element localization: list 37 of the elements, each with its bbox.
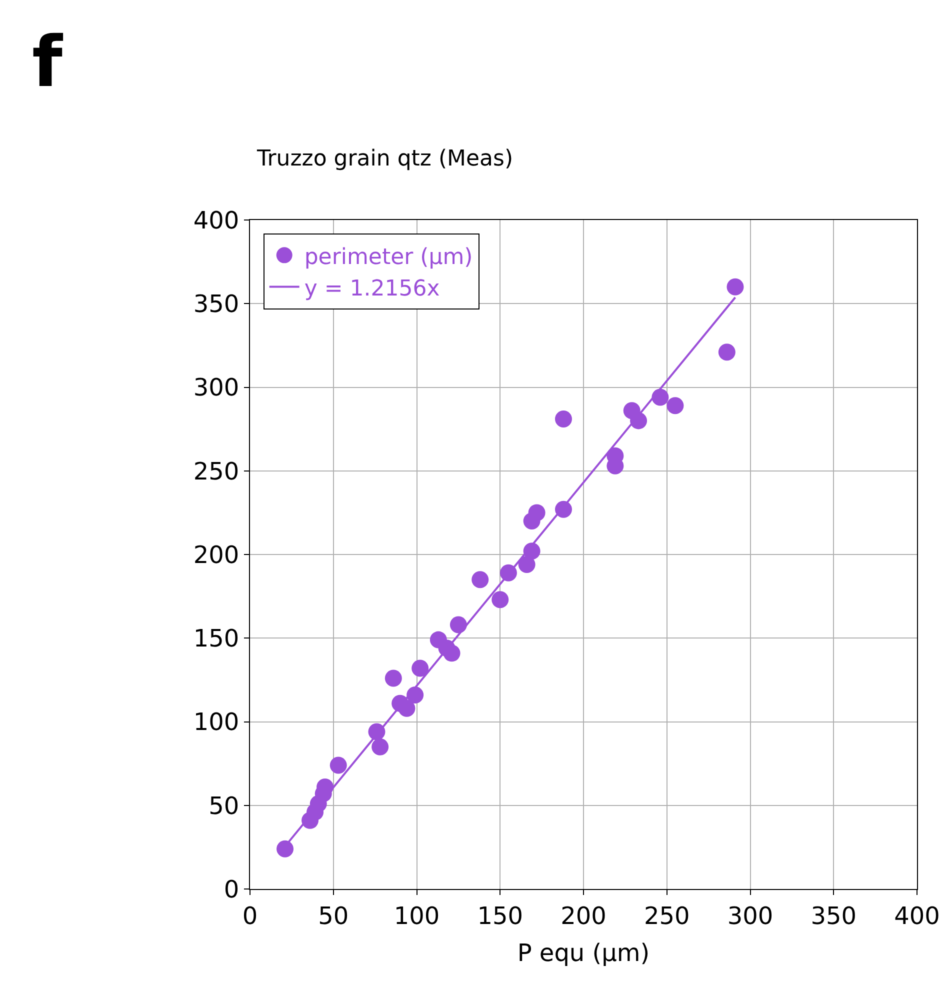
legend-label: y = 1.2156x (304, 276, 440, 302)
x-tick-label: 350 (810, 902, 857, 930)
point (726, 278, 744, 296)
y-tick-label: 150 (193, 624, 240, 653)
point (718, 344, 736, 361)
y-tick-label: 200 (193, 540, 240, 569)
legend-label: perimeter (µm) (304, 244, 473, 270)
point (555, 410, 572, 428)
x-axis-title: P equ (µm) (517, 939, 650, 968)
point (384, 670, 402, 687)
point (666, 397, 684, 414)
point (528, 504, 546, 522)
text: f (32, 21, 64, 103)
chart-title: Truzzo grain qtz (Meas) (256, 146, 514, 172)
x-tick-label: 100 (394, 902, 440, 930)
point (276, 840, 294, 858)
y-tick-label: 400 (193, 206, 240, 234)
point (372, 738, 389, 756)
x-tick-label: 300 (727, 902, 774, 930)
x-tick-label: 0 (242, 902, 258, 930)
x-tick-label: 150 (477, 902, 524, 930)
point (450, 616, 467, 634)
y-tick-label: 50 (208, 792, 240, 820)
y-tick-label: 300 (193, 374, 240, 402)
point (412, 660, 429, 677)
x-tick-label: 250 (644, 902, 690, 930)
point (443, 644, 460, 662)
x-tick-label: 400 (894, 902, 940, 930)
y-tick-label: 0 (224, 875, 240, 904)
x-tick-label: 200 (560, 902, 606, 930)
point (492, 591, 509, 608)
x-tick-label: 50 (318, 902, 349, 930)
point (472, 571, 489, 588)
point (330, 756, 347, 774)
y-tick-label: 100 (193, 708, 240, 736)
y-tick-label: 350 (193, 290, 240, 318)
y-tick-label: 250 (193, 457, 240, 486)
